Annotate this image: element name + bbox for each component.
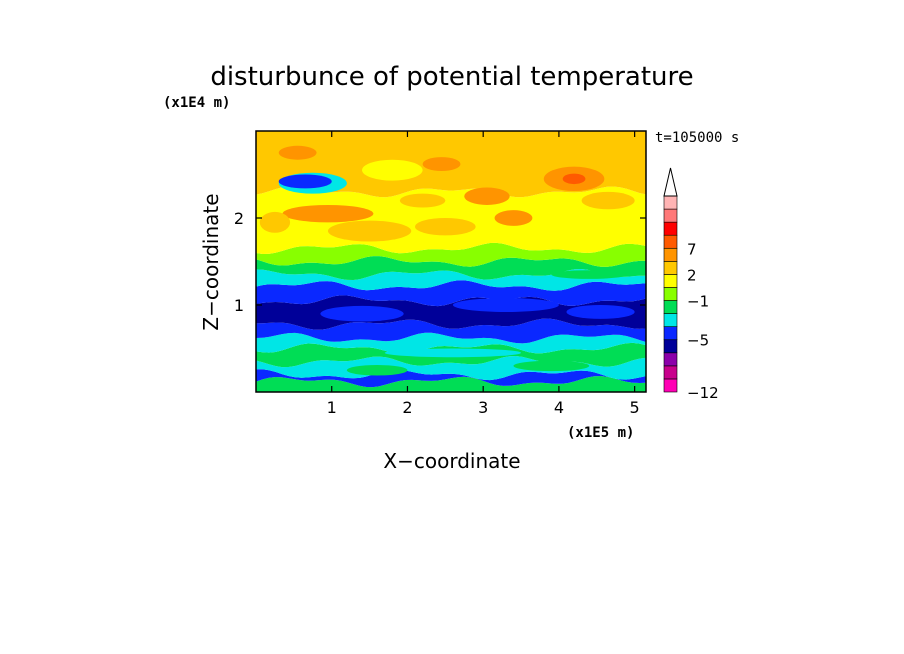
contour-feature (415, 218, 476, 236)
contour-band (256, 376, 646, 392)
colorbar-swatch (663, 274, 678, 288)
colorbar-swatch (663, 300, 678, 314)
contour-feature (551, 270, 628, 279)
colorbar-label: −12 (687, 384, 719, 402)
contour-feature (282, 204, 374, 223)
x-tick-label: 3 (478, 398, 488, 417)
contour-band (256, 269, 646, 291)
contour-features (259, 145, 635, 376)
colorbar-label: −1 (687, 293, 709, 311)
x-tick-label: 4 (554, 398, 564, 417)
y-tick-label: 2 (234, 209, 244, 228)
colorbar-swatch (663, 339, 678, 354)
colorbar-swatch (663, 365, 678, 380)
contour-band (256, 369, 646, 388)
colorbar: 7 2 −1 −5 −12 (663, 167, 719, 402)
colorbar-label: 7 (687, 240, 697, 258)
y-axis-label: Z−coordinate (199, 193, 223, 330)
contour-feature (362, 159, 423, 181)
plot-frame (255, 130, 647, 393)
contour-feature (566, 305, 635, 319)
x-axis-label: X−coordinate (383, 449, 520, 473)
colorbar-label: 2 (687, 266, 697, 284)
colorbar-swatch (663, 247, 678, 262)
contour-feature (278, 145, 317, 160)
x-axis: 1 2 3 4 5 (327, 131, 640, 417)
colorbar-swatch (663, 352, 678, 367)
contour-feature (422, 157, 461, 172)
y-axis: 12 (234, 209, 646, 315)
colorbar-swatch (663, 326, 678, 341)
colorbar-extend-arrow (663, 167, 678, 197)
x-tick-label: 1 (327, 398, 337, 417)
y-tick-label: 1 (234, 296, 244, 315)
contour-feature (384, 348, 522, 358)
colorbar-label: −5 (687, 332, 709, 350)
contour-feature (320, 305, 404, 322)
contour-feature (452, 298, 559, 312)
contour-feature (346, 365, 408, 376)
contour-feature (278, 174, 332, 189)
x-tick-label: 2 (402, 398, 412, 417)
contour-band (256, 318, 646, 344)
colorbar-swatch (663, 221, 678, 236)
colorbar-swatch (663, 378, 678, 393)
colorbar-swatch (663, 261, 678, 275)
contour-band (256, 356, 646, 381)
colorbar-swatch (663, 287, 678, 301)
contour-feature (259, 211, 291, 233)
contour-band (256, 256, 646, 280)
plot-area (256, 131, 646, 392)
colorbar-swatch (663, 195, 678, 210)
contour-feature (464, 187, 510, 205)
contour-feature (513, 360, 590, 372)
x-tick-label: 5 (630, 398, 640, 417)
contour-band (256, 332, 646, 354)
contour-band (256, 280, 646, 307)
contour-feature (581, 191, 635, 210)
colorbar-swatch (663, 313, 678, 327)
contour-feature (327, 220, 412, 242)
x-scale-label: (x1E5 m) (567, 425, 634, 441)
time-label: t=105000 s (655, 130, 739, 146)
contour-feature (399, 193, 446, 208)
contour-band (256, 242, 646, 267)
y-scale-label: (x1E4 m) (163, 95, 230, 111)
colorbar-swatch (663, 208, 678, 223)
contour-feature (494, 210, 533, 226)
chart-title: disturbunce of potential temperature (210, 62, 693, 92)
colorbar-swatch (663, 234, 678, 249)
contour-feature (562, 173, 586, 185)
